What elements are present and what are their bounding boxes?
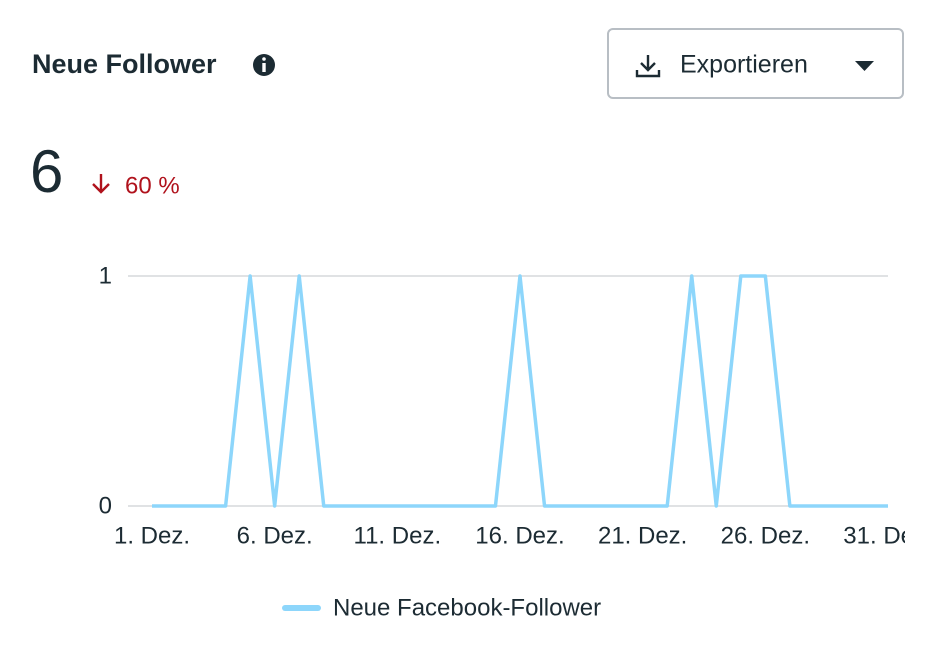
y-tick-label: 0 <box>99 492 112 519</box>
x-tick-label: 6. Dez. <box>237 522 313 549</box>
x-tick-label: 1. Dez. <box>114 522 190 549</box>
plot: 01 <box>99 262 888 519</box>
x-tick-label: 26. Dez. <box>721 522 810 549</box>
down-arrow <box>92 174 110 194</box>
x-tick-label: 21. Dez. <box>598 522 687 549</box>
data-line <box>152 274 888 508</box>
change-value: 60 % <box>125 172 180 199</box>
total-value: 6 <box>30 138 63 205</box>
y-tick-label: 1 <box>99 262 112 289</box>
x-tick-label: 31. Dez. <box>843 522 928 549</box>
dropdown-caret <box>855 61 874 71</box>
info-icon[interactable] <box>253 54 275 76</box>
download-icon <box>635 55 661 78</box>
export-button[interactable]: Exportieren <box>607 28 904 99</box>
legend-label: Neue Facebook-Follower <box>333 594 601 621</box>
x-tick-label: 11. Dez. <box>354 522 442 549</box>
x-tick-label: 16. Dez. <box>475 522 564 549</box>
card-title: Neue Follower <box>32 49 217 79</box>
button-label: Exportieren <box>680 51 808 79</box>
x-axis: 1. Dez. 6. Dez. 11. Dez. 16. Dez. 21. Dez. 26… <box>114 522 928 549</box>
